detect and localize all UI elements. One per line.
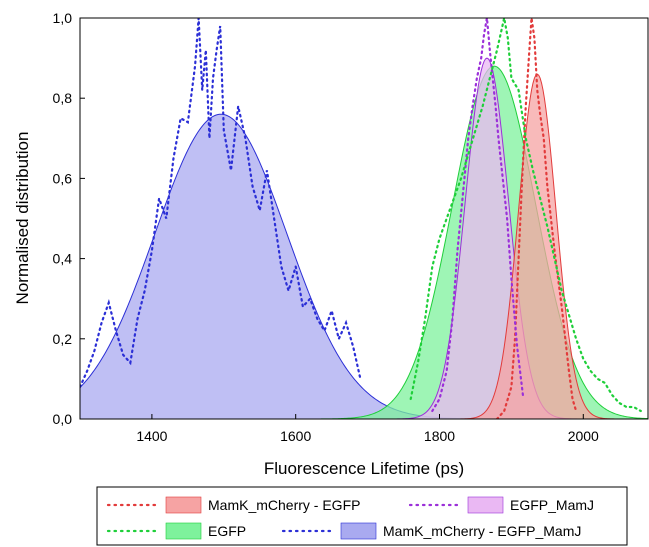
legend-item-mamk-mcherry-egfp-mamj: MamK_mCherry - EGFP_MamJ [281, 522, 581, 540]
legend: MamK_mCherry - EGFP EGFP_MamJ EGFP MamK_mCh… [96, 486, 628, 546]
legend-label: MamK_mCherry - EGFP_MamJ [383, 523, 581, 539]
x-tick-label: 2000 [568, 428, 599, 444]
fit-area-mamk-mcherry-egfp-mamj [80, 114, 648, 419]
y-tick-label: 1,0 [53, 10, 73, 26]
x-tick-label: 1400 [136, 428, 167, 444]
raw-series [80, 18, 642, 419]
x-tick-label: 1800 [424, 428, 455, 444]
legend-swatch [340, 522, 377, 540]
legend-label: EGFP_MamJ [510, 497, 594, 513]
y-tick-label: 0,6 [53, 170, 73, 186]
legend-swatch [467, 496, 504, 514]
y-axis: 0,0 0,2 0,4 0,6 0,8 1,0 [53, 10, 85, 427]
legend-item-egfp-mamj: EGFP_MamJ [408, 496, 594, 514]
fit-curve-mamk-mcherry-egfp [80, 73, 648, 419]
y-tick-label: 0,8 [53, 90, 73, 106]
y-tick-label: 0,4 [53, 251, 73, 267]
legend-item-egfp: EGFP [106, 522, 246, 540]
legend-swatch [165, 496, 202, 514]
y-tick-label: 0,2 [53, 331, 73, 347]
fit-fills [80, 57, 648, 419]
fit-curve-mamk-mcherry-egfp-mamj [80, 113, 648, 419]
x-axis: 1400 1600 1800 2000 [136, 414, 599, 444]
legend-item-mamk-mcherry-egfp: MamK_mCherry - EGFP [106, 496, 360, 514]
y-tick-label: 0,0 [53, 411, 73, 427]
raw-line-mamk-mcherry-egfp [495, 18, 578, 419]
x-axis-title: Fluorescence Lifetime (ps) [264, 459, 464, 478]
legend-swatch [165, 522, 202, 540]
x-tick-label: 1600 [280, 428, 311, 444]
legend-label: EGFP [208, 523, 246, 539]
raw-line-egfp [409, 18, 642, 413]
plot-frame [79, 17, 649, 420]
raw-line-egfp-mamj [431, 18, 525, 413]
y-axis-title: Normalised distribution [13, 132, 32, 305]
legend-label: MamK_mCherry - EGFP [208, 497, 360, 513]
fit-area-mamk-mcherry-egfp [80, 74, 648, 419]
raw-line-mamk-mcherry-egfp-mamj [80, 18, 362, 389]
fit-area-egfp-mamj [80, 58, 648, 419]
